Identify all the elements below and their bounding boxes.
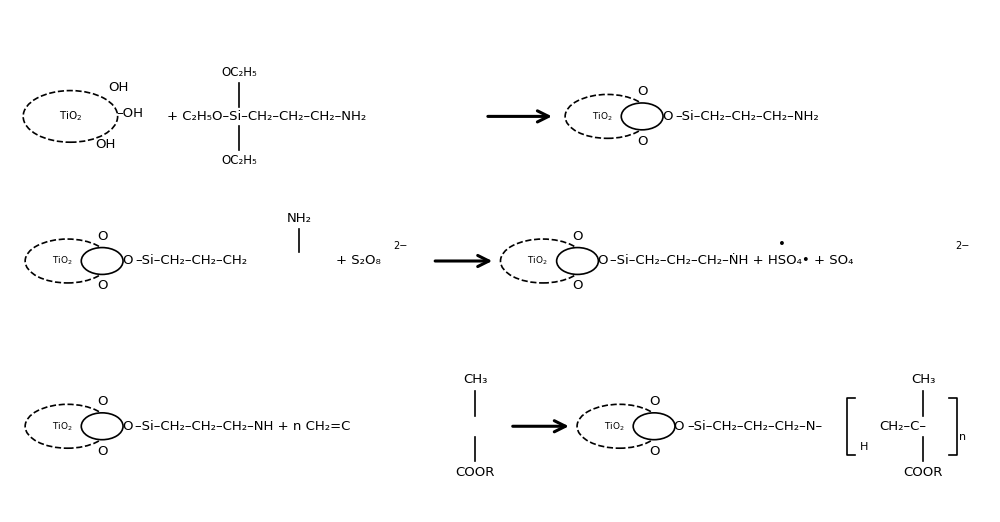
- Text: O: O: [97, 279, 107, 292]
- Ellipse shape: [621, 103, 663, 130]
- Text: 2−: 2−: [955, 241, 970, 251]
- Text: –Si–CH₂–CH₂–CH₂: –Si–CH₂–CH₂–CH₂: [135, 255, 247, 267]
- Text: TiO$_2$: TiO$_2$: [52, 255, 73, 267]
- Text: OH: OH: [108, 81, 129, 94]
- Text: TiO$_2$: TiO$_2$: [527, 255, 548, 267]
- Text: •: •: [778, 238, 786, 251]
- Text: OH: OH: [95, 138, 116, 151]
- Text: –Si–CH₂–CH₂–CH₂–ṄH + HSO₄• + SO₄: –Si–CH₂–CH₂–CH₂–ṄH + HSO₄• + SO₄: [610, 255, 854, 267]
- Text: O: O: [122, 420, 132, 433]
- Text: O: O: [662, 110, 672, 123]
- Text: + S₂O₈: + S₂O₈: [336, 255, 381, 267]
- Text: TiO$_2$: TiO$_2$: [59, 110, 82, 123]
- Text: TiO$_2$: TiO$_2$: [592, 110, 613, 123]
- Text: O: O: [649, 395, 659, 408]
- Text: TiO$_2$: TiO$_2$: [52, 420, 73, 433]
- Text: O: O: [572, 230, 583, 243]
- Text: H: H: [860, 442, 868, 452]
- Text: O: O: [637, 85, 647, 98]
- Ellipse shape: [557, 247, 598, 275]
- Ellipse shape: [500, 239, 585, 283]
- Ellipse shape: [25, 239, 110, 283]
- Ellipse shape: [25, 405, 110, 448]
- Text: TiO$_2$: TiO$_2$: [604, 420, 625, 433]
- Text: NH₂: NH₂: [287, 212, 312, 225]
- Ellipse shape: [81, 413, 123, 440]
- Text: CH₂–C–: CH₂–C–: [879, 420, 926, 433]
- Ellipse shape: [81, 247, 123, 275]
- Text: O: O: [572, 279, 583, 292]
- Text: –OH: –OH: [116, 108, 143, 120]
- Text: O: O: [97, 395, 107, 408]
- Text: O: O: [97, 230, 107, 243]
- Ellipse shape: [565, 94, 650, 138]
- Text: COOR: COOR: [903, 466, 943, 479]
- Ellipse shape: [577, 405, 662, 448]
- Text: OC₂H₅: OC₂H₅: [222, 154, 257, 167]
- Text: CH₃: CH₃: [463, 373, 487, 386]
- Text: O: O: [597, 255, 608, 267]
- Text: O: O: [674, 420, 684, 433]
- Text: –Si–CH₂–CH₂–CH₂–NH + n CH₂=C: –Si–CH₂–CH₂–CH₂–NH + n CH₂=C: [135, 420, 350, 433]
- Text: O: O: [637, 135, 647, 148]
- Text: + C₂H₅O–Si–CH₂–CH₂–CH₂–NH₂: + C₂H₅O–Si–CH₂–CH₂–CH₂–NH₂: [167, 110, 366, 123]
- Text: CH₃: CH₃: [911, 373, 935, 386]
- Text: 2−: 2−: [394, 241, 408, 251]
- Text: COOR: COOR: [455, 466, 495, 479]
- Ellipse shape: [23, 91, 118, 142]
- Text: O: O: [122, 255, 132, 267]
- Ellipse shape: [633, 413, 675, 440]
- Text: –Si–CH₂–CH₂–CH₂–N–: –Si–CH₂–CH₂–CH₂–N–: [687, 420, 822, 433]
- Text: O: O: [649, 445, 659, 458]
- Text: n: n: [959, 432, 967, 442]
- Text: OC₂H₅: OC₂H₅: [222, 66, 257, 79]
- Text: O: O: [97, 445, 107, 458]
- Text: –Si–CH₂–CH₂–CH₂–NH₂: –Si–CH₂–CH₂–CH₂–NH₂: [675, 110, 819, 123]
